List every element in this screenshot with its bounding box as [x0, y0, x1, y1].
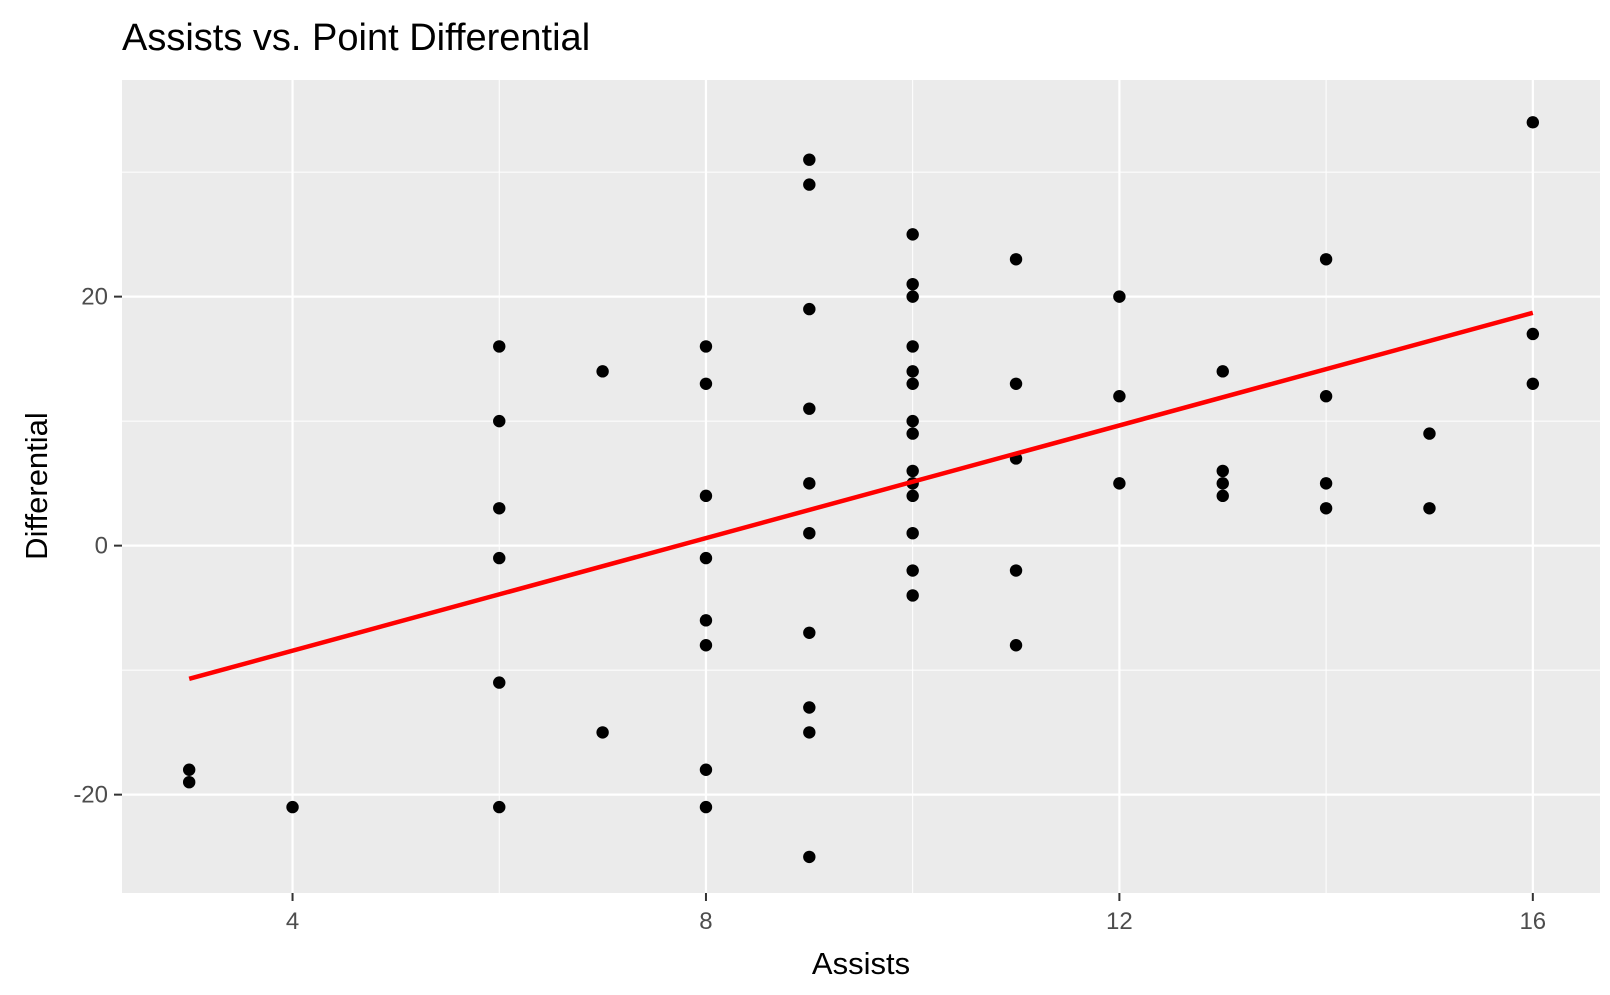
x-tick-label: 12: [1106, 908, 1133, 935]
data-point: [803, 701, 816, 714]
y-tick-label: 0: [95, 533, 108, 560]
data-point: [906, 489, 919, 503]
data-point: [906, 290, 919, 303]
data-point: [803, 302, 816, 316]
data-point: [1216, 477, 1229, 490]
data-point: [182, 763, 196, 776]
data-point: [699, 489, 713, 503]
data-point: [1113, 290, 1126, 303]
data-point: [906, 464, 919, 478]
x-tick-label: 4: [286, 908, 299, 935]
data-point: [493, 340, 506, 353]
data-point: [906, 589, 919, 602]
data-point: [493, 414, 506, 428]
data-point: [699, 377, 713, 390]
data-point: [1009, 253, 1023, 266]
data-point: [906, 277, 919, 291]
data-points: [182, 116, 1540, 864]
data-point: [1009, 639, 1023, 652]
data-point: [803, 477, 816, 490]
data-point: [1319, 477, 1333, 490]
data-point: [286, 800, 299, 814]
data-point: [906, 427, 919, 440]
data-point: [493, 676, 506, 689]
data-point: [493, 800, 506, 814]
data-point: [803, 402, 816, 415]
data-point: [906, 564, 919, 577]
trend-line: [188, 310, 1534, 682]
data-point: [906, 365, 919, 378]
data-point: [596, 726, 609, 739]
data-point: [803, 726, 816, 739]
data-point: [803, 153, 816, 166]
data-point: [699, 763, 713, 776]
data-point: [1319, 502, 1333, 515]
data-point: [1319, 390, 1333, 403]
x-axis-title: Assists: [812, 946, 910, 981]
data-point: [906, 414, 919, 428]
chart-title: Assists vs. Point Differential: [122, 17, 590, 59]
data-point: [493, 551, 506, 565]
data-point: [699, 800, 713, 814]
x-tick-label: 8: [699, 908, 712, 935]
data-point: [1113, 390, 1126, 403]
data-point: [906, 340, 919, 353]
data-point: [803, 850, 816, 864]
data-point: [699, 639, 713, 652]
data-point: [1526, 377, 1540, 390]
data-point: [493, 502, 506, 515]
data-point: [596, 365, 609, 378]
y-axis-title: Differential: [19, 412, 54, 560]
data-point: [803, 178, 816, 191]
data-point: [1423, 427, 1436, 440]
data-point: [699, 340, 713, 353]
data-point: [906, 526, 919, 540]
data-point: [1216, 365, 1229, 378]
y-tick-label: 20: [81, 284, 108, 311]
data-point: [803, 626, 816, 639]
data-point: [699, 551, 713, 565]
data-point: [1113, 477, 1126, 490]
data-point: [1526, 116, 1540, 129]
data-point: [1526, 327, 1540, 341]
y-axis: -20 0 20: [73, 284, 122, 809]
data-point: [1319, 253, 1333, 266]
plot-panel: [122, 80, 1600, 893]
data-point: [1216, 489, 1229, 503]
data-point: [1423, 502, 1436, 515]
data-point: [906, 228, 919, 241]
data-point: [699, 614, 713, 627]
data-point: [906, 377, 919, 390]
x-tick-label: 16: [1519, 908, 1546, 935]
data-point: [1009, 564, 1023, 577]
data-point: [803, 526, 816, 540]
data-point: [182, 775, 196, 789]
y-tick-label: -20: [73, 782, 108, 809]
x-axis: 4 8 12 16: [286, 893, 1546, 935]
data-point: [1009, 377, 1023, 390]
data-point: [1216, 464, 1229, 478]
